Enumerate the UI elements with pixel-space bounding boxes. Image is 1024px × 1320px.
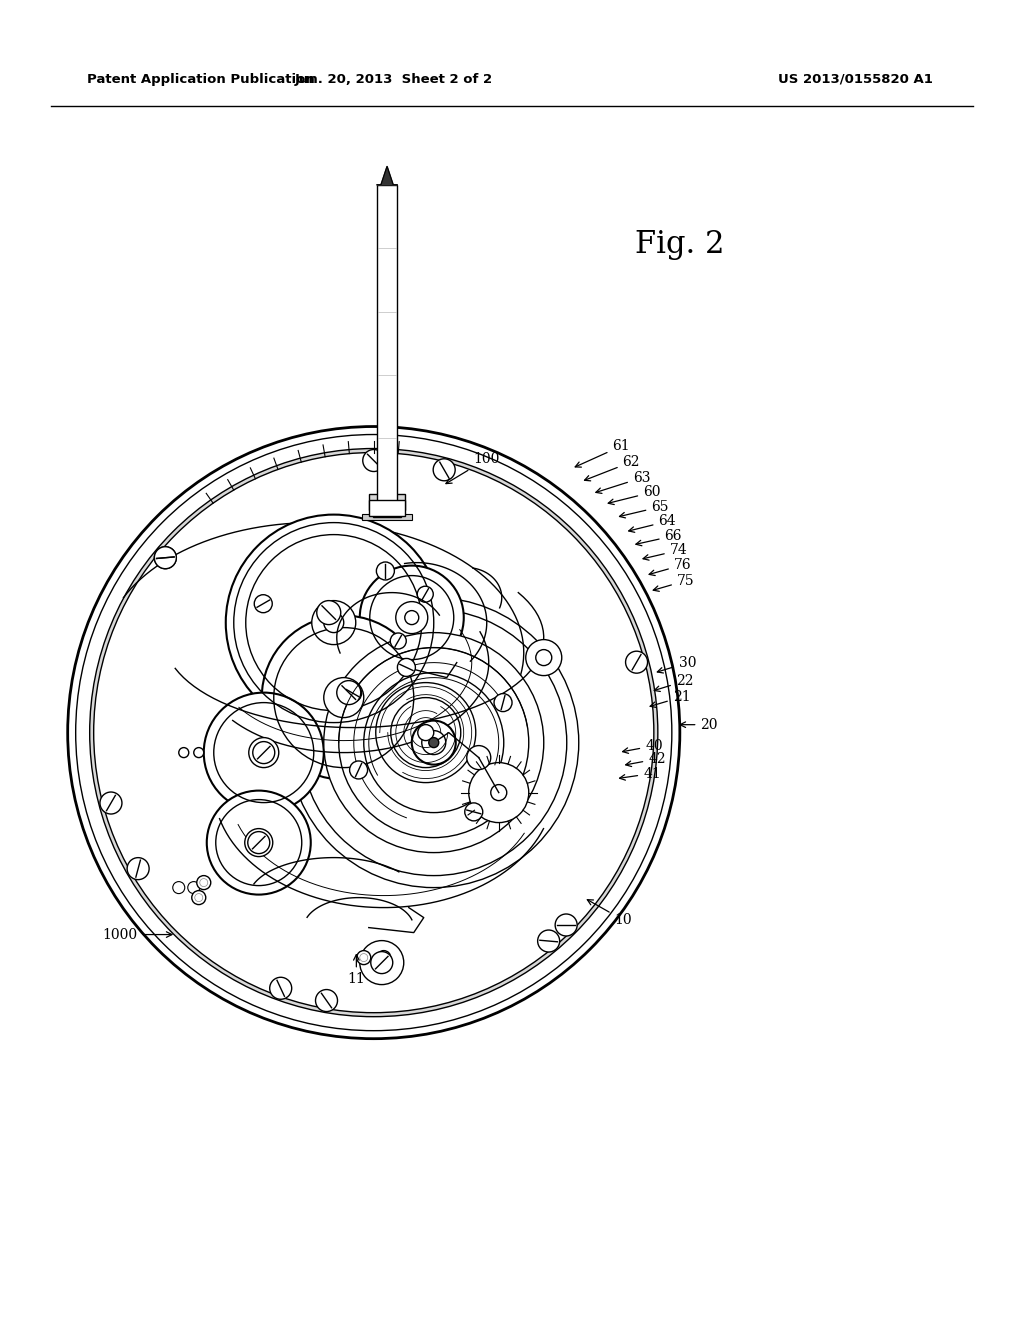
Circle shape [173,882,184,894]
Circle shape [525,640,562,676]
Circle shape [344,684,361,702]
Circle shape [359,565,464,669]
Circle shape [100,792,122,814]
Text: 61: 61 [575,440,630,467]
Circle shape [155,546,176,569]
Text: 40: 40 [623,739,663,754]
Circle shape [225,515,441,730]
Circle shape [433,459,456,480]
Circle shape [404,611,419,624]
Text: 21: 21 [650,690,690,708]
Circle shape [555,913,578,936]
Circle shape [245,829,272,857]
Circle shape [249,738,279,768]
Bar [377,185,397,502]
Text: 30: 30 [657,656,696,673]
Circle shape [356,950,371,965]
Text: Jun. 20, 2013  Sheet 2 of 2: Jun. 20, 2013 Sheet 2 of 2 [295,73,494,86]
Circle shape [418,725,434,741]
Circle shape [316,601,341,624]
Circle shape [467,746,490,770]
Text: 100: 100 [445,453,500,483]
Circle shape [324,677,364,718]
Text: 10: 10 [588,900,632,927]
Circle shape [204,693,324,813]
Circle shape [194,747,204,758]
Circle shape [269,977,292,999]
Text: 20: 20 [680,718,718,731]
Text: 41: 41 [620,767,660,780]
Text: 62: 62 [585,455,640,480]
Text: 60: 60 [608,486,660,504]
Circle shape [324,632,544,853]
Bar [362,515,412,520]
Circle shape [397,659,416,676]
Circle shape [155,546,176,569]
Circle shape [429,738,438,747]
Circle shape [90,449,657,1016]
Circle shape [197,875,211,890]
Circle shape [377,950,391,965]
Circle shape [179,747,188,758]
Circle shape [371,952,393,974]
Circle shape [337,681,360,705]
Circle shape [207,791,310,895]
Circle shape [626,651,647,673]
Polygon shape [377,166,397,185]
Text: 64: 64 [629,515,676,532]
Circle shape [536,649,552,665]
Circle shape [191,891,206,904]
Circle shape [248,832,269,854]
Circle shape [490,784,507,801]
Text: Patent Application Publication: Patent Application Publication [87,73,314,86]
Circle shape [494,693,512,711]
Text: 1000: 1000 [102,928,172,941]
Text: 65: 65 [620,500,669,517]
Text: 22: 22 [654,675,693,692]
Text: Fig. 2: Fig. 2 [635,228,724,260]
Bar [373,502,401,516]
Circle shape [395,602,428,634]
Bar [369,494,406,510]
Text: 11: 11 [347,954,366,986]
Circle shape [412,721,456,764]
Circle shape [311,601,355,644]
Text: 63: 63 [596,471,650,494]
Circle shape [422,730,445,755]
Text: 74: 74 [643,544,687,560]
Circle shape [359,941,403,985]
Circle shape [127,858,150,879]
Circle shape [324,612,344,632]
Circle shape [68,426,680,1039]
Text: 42: 42 [626,752,666,767]
Text: 76: 76 [649,558,691,576]
Circle shape [93,453,654,1012]
Circle shape [417,586,433,602]
Circle shape [254,595,272,612]
Circle shape [372,953,392,973]
Circle shape [362,450,385,471]
Text: 66: 66 [636,529,682,545]
Circle shape [465,803,482,821]
Circle shape [377,562,394,579]
Text: US 2013/0155820 A1: US 2013/0155820 A1 [777,73,933,86]
Circle shape [187,882,200,894]
Circle shape [469,763,528,822]
Circle shape [315,990,338,1011]
Circle shape [538,931,560,952]
Circle shape [253,742,274,763]
Circle shape [262,615,426,780]
Circle shape [390,634,407,649]
Circle shape [349,760,368,779]
Text: 75: 75 [653,574,694,591]
Bar [369,500,406,516]
